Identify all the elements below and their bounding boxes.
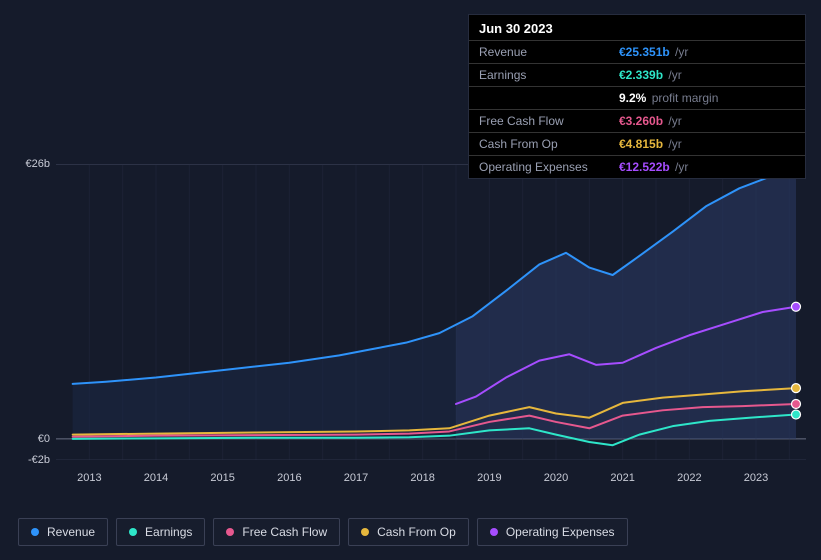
y-tick-label: €26b [26, 158, 50, 170]
legend-label: Earnings [145, 525, 192, 539]
tooltip-row: Operating Expenses€12.522b /yr [469, 156, 805, 178]
legend-label: Revenue [47, 525, 95, 539]
legend-item-revenue[interactable]: Revenue [18, 518, 108, 546]
tooltip-row: Earnings€2.339b /yr [469, 64, 805, 87]
x-tick-label: 2018 [410, 472, 434, 484]
tooltip-row-label [479, 91, 619, 105]
legend-item-free_cash_flow[interactable]: Free Cash Flow [213, 518, 340, 546]
legend-item-cash_from_op[interactable]: Cash From Op [348, 518, 469, 546]
y-axis-labels: €26b €0 -€2b [18, 158, 54, 478]
tooltip-row-value: €12.522b /yr [619, 160, 688, 174]
tooltip-row-label: Free Cash Flow [479, 114, 619, 128]
legend-item-opex[interactable]: Operating Expenses [477, 518, 628, 546]
tooltip-row: Cash From Op€4.815b /yr [469, 133, 805, 156]
y-tick-label: -€2b [28, 454, 50, 466]
x-tick-label: 2013 [77, 472, 101, 484]
x-tick-label: 2022 [677, 472, 701, 484]
x-tick-label: 2016 [277, 472, 301, 484]
tooltip-row-value: €4.815b /yr [619, 137, 682, 151]
legend-label: Operating Expenses [506, 525, 615, 539]
x-tick-label: 2014 [144, 472, 168, 484]
tooltip-date: Jun 30 2023 [469, 15, 805, 41]
x-tick-label: 2015 [210, 472, 234, 484]
series-endpoint-marker [792, 410, 801, 419]
tooltip-panel: Jun 30 2023 Revenue€25.351b /yrEarnings€… [468, 14, 806, 179]
legend-label: Cash From Op [377, 525, 456, 539]
x-tick-label: 2021 [610, 472, 634, 484]
legend-item-earnings[interactable]: Earnings [116, 518, 205, 546]
x-axis-labels: 2013 2014 2015 2016 2017 2018 2019 2020 2021 2022… [56, 468, 806, 488]
tooltip-row-label: Earnings [479, 68, 619, 82]
chart-plot[interactable] [56, 164, 806, 460]
tooltip-row-value: €3.260b /yr [619, 114, 682, 128]
x-tick-label: 2017 [344, 472, 368, 484]
x-tick-label: 2020 [544, 472, 568, 484]
chart-container: €26b€0-€2b 20132014201520162017201820192… [18, 158, 808, 478]
tooltip-row-value: 9.2% profit margin [619, 91, 718, 105]
series-endpoint-marker [792, 302, 801, 311]
legend-dot-icon [226, 528, 234, 536]
tooltip-row-label: Revenue [479, 45, 619, 59]
legend-label: Free Cash Flow [242, 525, 327, 539]
legend-dot-icon [361, 528, 369, 536]
tooltip-row: Free Cash Flow€3.260b /yr [469, 110, 805, 133]
tooltip-row-label: Operating Expenses [479, 160, 619, 174]
series-endpoint-marker [792, 384, 801, 393]
legend-dot-icon [129, 528, 137, 536]
y-tick-label: €0 [38, 433, 50, 445]
tooltip-row-label: Cash From Op [479, 137, 619, 151]
legend: Revenue Earnings Free Cash Flow Cash From O… [18, 518, 628, 546]
revenue-area-recent [456, 171, 796, 438]
revenue-area-past [73, 325, 456, 439]
x-tick-label: 2019 [477, 472, 501, 484]
tooltip-row-value: €2.339b /yr [619, 68, 682, 82]
x-tick-label: 2023 [744, 472, 768, 484]
legend-dot-icon [490, 528, 498, 536]
legend-dot-icon [31, 528, 39, 536]
tooltip-row: Revenue€25.351b /yr [469, 41, 805, 64]
tooltip-row: 9.2% profit margin [469, 87, 805, 110]
series-endpoint-marker [792, 399, 801, 408]
tooltip-row-value: €25.351b /yr [619, 45, 688, 59]
